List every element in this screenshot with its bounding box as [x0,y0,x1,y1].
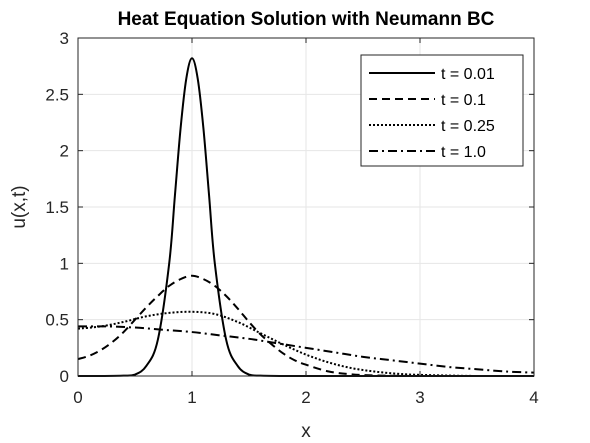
legend-label-4: t = 1.0 [441,144,486,161]
legend-label-2: t = 0.1 [441,92,486,109]
y-tick-label: 0 [60,367,69,386]
y-tick-label: 2.5 [45,85,69,104]
x-tick-label: 3 [415,388,424,407]
legend-entries: t = 0.01 t = 0.1 t = 0.25 t = 1.0 [369,66,495,161]
legend-label-3: t = 0.25 [441,118,495,135]
y-tick-label: 2 [60,142,69,161]
legend-label-1: t = 0.01 [441,66,495,83]
series-line-3 [77,310,534,377]
series-line-4 [78,325,535,374]
y-axis-label: u(x,t) [9,185,30,228]
ticks: 0 1 2 3 4 0 0.5 1 1.5 2 2.5 3 [45,29,538,407]
legend: t = 0.01 t = 0.1 t = 0.25 t = 1.0 [360,54,524,167]
series-line-2 [77,274,534,377]
x-tick-label: 2 [301,388,310,407]
y-tick-label: 1.5 [45,198,69,217]
y-tick-label: 0.5 [45,311,69,330]
y-tick-label: 1 [60,254,69,273]
x-tick-label: 4 [529,388,538,407]
x-tick-label: 0 [73,388,82,407]
x-axis-label: x [301,421,311,442]
x-tick-label: 1 [187,388,196,407]
chart-title: Heat Equation Solution with Neumann BC [118,9,495,30]
y-tick-label: 3 [60,29,69,48]
